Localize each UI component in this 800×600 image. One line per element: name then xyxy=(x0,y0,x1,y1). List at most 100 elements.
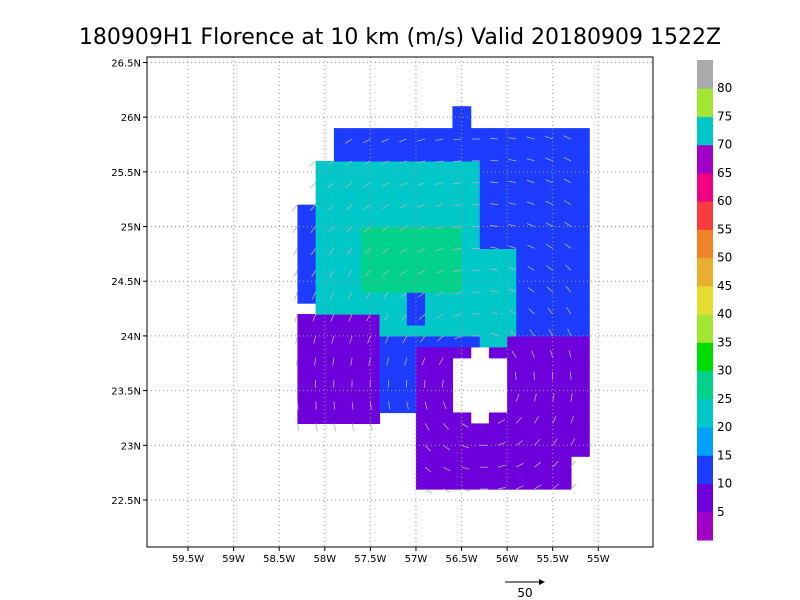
field-cell xyxy=(434,237,444,250)
field-cell xyxy=(507,324,517,337)
field-cell xyxy=(552,412,563,425)
colorbar-swatch xyxy=(697,88,713,117)
field-cell xyxy=(379,390,390,403)
field-cell xyxy=(552,434,563,446)
wind-vector xyxy=(508,137,517,140)
field-cell xyxy=(361,379,371,392)
field-cell xyxy=(361,248,371,260)
field-cell xyxy=(470,423,481,435)
wind-vector xyxy=(381,160,389,165)
field-cell xyxy=(370,226,381,239)
field-cell xyxy=(443,445,454,457)
colorbar-swatch xyxy=(697,285,713,315)
field-cell xyxy=(525,292,536,304)
field-cell xyxy=(479,281,490,293)
wind-vector xyxy=(514,371,517,380)
field-cell xyxy=(552,281,563,293)
field-cell xyxy=(406,335,417,348)
field-cell xyxy=(525,149,536,162)
field-cell xyxy=(498,149,508,162)
field-cell xyxy=(543,401,554,414)
wind-vector xyxy=(381,138,389,143)
field-cell xyxy=(580,259,590,271)
field-cell xyxy=(324,160,335,173)
field-cell xyxy=(333,204,344,217)
field-cell xyxy=(534,128,545,140)
field-cell xyxy=(425,379,435,392)
field-cell xyxy=(388,128,399,140)
field-cell xyxy=(370,335,381,348)
wind-vector xyxy=(453,248,462,251)
field-cell xyxy=(425,346,435,359)
field-cell xyxy=(397,357,408,370)
wind-vector xyxy=(526,223,535,227)
field-cell xyxy=(434,139,444,151)
field-cell xyxy=(434,335,444,348)
field-cell xyxy=(580,248,590,260)
field-cell xyxy=(388,401,399,414)
field-cell xyxy=(543,368,554,381)
field-cell xyxy=(443,314,454,326)
field-cell xyxy=(415,160,426,173)
field-cell xyxy=(333,324,344,337)
field-cell xyxy=(461,335,472,348)
wind-vector xyxy=(297,423,300,432)
field-cell xyxy=(443,434,454,446)
field-cell xyxy=(461,171,472,184)
field-cell xyxy=(352,335,362,348)
field-cell xyxy=(324,346,335,359)
field-cell xyxy=(479,259,490,271)
wind-vector xyxy=(437,335,444,342)
field-cell xyxy=(507,303,517,315)
field-cell xyxy=(324,303,335,315)
field-cell xyxy=(561,248,572,260)
field-cell xyxy=(415,215,426,228)
field-cell xyxy=(498,215,508,228)
field-cell xyxy=(516,270,526,282)
field-cell xyxy=(570,193,581,206)
field-cell xyxy=(461,434,472,446)
field-cell xyxy=(352,128,362,140)
field-cell xyxy=(297,226,308,239)
field-cell xyxy=(507,445,517,457)
field-cell xyxy=(479,149,490,162)
colorbar-swatch xyxy=(697,229,713,259)
field-cell xyxy=(306,390,317,403)
field-cell xyxy=(552,324,563,337)
wind-vector xyxy=(368,357,371,366)
wind-vector xyxy=(547,307,554,315)
field-cell xyxy=(434,193,444,206)
field-cell xyxy=(461,248,472,260)
field-cell xyxy=(525,314,536,326)
field-cell xyxy=(352,226,362,239)
field-cell xyxy=(425,467,435,479)
field-cell xyxy=(333,193,344,206)
wind-vector xyxy=(399,248,408,254)
field-cell xyxy=(315,281,326,293)
field-cell xyxy=(343,401,353,414)
field-cell xyxy=(461,139,472,151)
field-cell xyxy=(470,434,481,446)
field-cell xyxy=(525,456,536,468)
field-cell xyxy=(498,456,508,468)
field-cell xyxy=(543,171,554,184)
field-cell xyxy=(561,171,572,184)
field-cell xyxy=(352,357,362,370)
wind-vector xyxy=(315,401,317,410)
field-cell xyxy=(443,335,454,348)
field-cell xyxy=(543,128,554,140)
wind-vector xyxy=(293,270,298,278)
field-cell xyxy=(516,478,526,490)
field-cell xyxy=(488,478,499,490)
field-cell xyxy=(470,215,481,228)
field-cell xyxy=(507,215,517,228)
field-cell xyxy=(306,259,317,271)
field-cell xyxy=(452,215,463,228)
field-cell xyxy=(580,379,590,392)
wind-vector xyxy=(382,248,389,254)
field-cell xyxy=(315,259,326,271)
field-cell xyxy=(434,226,444,239)
field-cell xyxy=(361,193,371,206)
field-cell xyxy=(388,182,399,195)
field-cell xyxy=(552,357,563,370)
